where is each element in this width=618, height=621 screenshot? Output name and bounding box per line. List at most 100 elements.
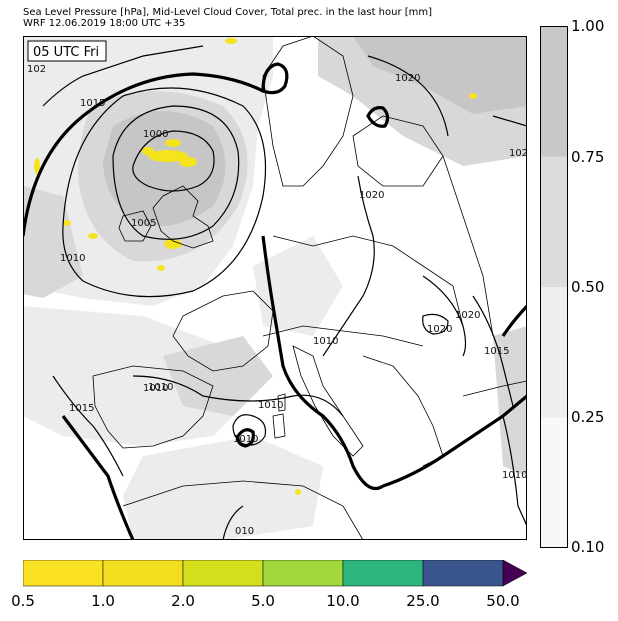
isobar-label: 1010 — [143, 383, 168, 394]
cloud-colorbar-segment — [540, 417, 568, 548]
isobar-1020-north — [367, 55, 449, 137]
cloud-cover-colorbar — [540, 26, 568, 548]
cloud-colorbar-segment — [540, 26, 568, 157]
cloud-colorbar-segment — [540, 287, 568, 418]
cloud-colorbar-segment — [540, 156, 568, 287]
precip-tick-label: 10.0 — [326, 592, 360, 610]
isobar-thick-south — [382, 394, 527, 488]
isobar-label: 1000 — [143, 129, 168, 140]
isobar-label: 1025 — [509, 148, 527, 159]
isobar-label: 010 — [235, 526, 254, 537]
isobar-label: 1015 — [69, 403, 94, 414]
precip-cell — [165, 139, 181, 147]
precip-tick-label: 5.0 — [251, 592, 275, 610]
map-frame — [23, 36, 527, 540]
isobar-1020-central — [322, 175, 375, 357]
isobar-1010-south — [132, 375, 344, 417]
precip-cell — [148, 150, 188, 162]
coast-iberia — [92, 365, 214, 449]
precip-colorbar-segment — [422, 560, 504, 587]
cloud-area-east-med — [493, 326, 527, 476]
cloud-cover-layer — [23, 36, 527, 540]
precip-cell — [295, 489, 301, 495]
coast-ireland — [118, 210, 152, 242]
precip-colorbar-segment — [182, 560, 264, 587]
precip-colorbar-segment — [262, 560, 344, 587]
coast-scandinavia — [262, 36, 354, 187]
isobar-thick-iberia — [61, 415, 135, 540]
precip-colorbar-segment — [102, 560, 184, 587]
isobar-label: 1015 — [80, 98, 105, 109]
isobar-thick — [23, 62, 527, 540]
cloud-area-low-core — [103, 111, 226, 226]
cloud-area-iberia — [163, 336, 273, 416]
isobar-1010 — [62, 87, 266, 298]
isobar-label: 1010 — [502, 470, 527, 481]
cloud-tick-label: 0.75 — [571, 148, 605, 166]
isobar-label: 1015 — [484, 346, 509, 357]
cloud-tick-label: 0.10 — [571, 538, 605, 556]
precip-cell — [179, 157, 197, 167]
isobar-label: 1010 — [148, 382, 173, 393]
island-sardinia — [272, 413, 286, 439]
isobar-label: 1020 — [359, 190, 384, 201]
coast-british-isles — [152, 185, 214, 249]
coast-baltic — [352, 115, 444, 187]
precip-colorbar-segment — [342, 560, 424, 587]
precip-tick-label: 1.0 — [91, 592, 115, 610]
cloud-tick-label: 0.25 — [571, 408, 605, 426]
coast-italy — [292, 345, 364, 457]
border-central-europe — [272, 235, 464, 327]
precip-tick-label: 25.0 — [406, 592, 440, 610]
precip-cell — [88, 233, 98, 239]
precip-tick-label: 50.0 — [486, 592, 520, 610]
isobar-1010-east — [502, 415, 527, 527]
isobar-label: 1020 — [395, 73, 420, 84]
precip-cell — [63, 220, 71, 226]
border-alps — [262, 325, 424, 347]
precip-colorbar-segment — [23, 560, 104, 587]
isobar-1000 — [132, 130, 215, 192]
isobar-label: 1005 — [131, 218, 156, 229]
isobar-label: 1010 — [313, 336, 338, 347]
isobar-1020-east — [422, 275, 467, 357]
map-title: Sea Level Pressure [hPa], Mid-Level Clou… — [23, 7, 433, 18]
precip-cell — [157, 265, 165, 271]
precip-cell — [225, 38, 237, 44]
isobar-thick-east — [501, 304, 527, 337]
precip-tick-label: 0.5 — [11, 592, 35, 610]
cloud-area-med — [123, 436, 323, 540]
time-label: 05 UTC Fri — [33, 45, 99, 60]
cloud-tick-label: 0.50 — [571, 278, 605, 296]
cloud-area-west-band — [23, 186, 83, 298]
isobar-1025 — [492, 115, 527, 127]
border-east — [442, 155, 494, 337]
isobar-thick-coast — [261, 235, 384, 491]
cloud-area-alps-band — [253, 236, 343, 336]
cloud-tick-label: 1.00 — [571, 17, 605, 35]
precip-colorbar-extend-arrow — [502, 560, 528, 587]
isobar-thick-scandi-ring — [366, 106, 390, 128]
precip-tick-label: 2.0 — [171, 592, 195, 610]
isobar-label: 1020 — [455, 310, 480, 321]
model-run-subtitle: WRF 12.06.2019 18:00 UTC +35 — [23, 18, 186, 29]
coast-north-africa — [122, 480, 364, 540]
isobar-label: 1010 — [60, 253, 85, 264]
coast-turkey — [462, 380, 527, 397]
coastlines — [92, 36, 527, 540]
isobar-1010-far-south — [222, 505, 244, 540]
precip-colorbar — [23, 560, 528, 587]
precip-cell — [164, 239, 182, 249]
isobar-1015-ring — [472, 295, 514, 407]
time-label-box — [27, 40, 107, 62]
island-corsica — [277, 393, 286, 412]
isobar-labels: 1000 1005 1010 1015 1020 1025 1010 1010 … — [27, 64, 527, 537]
isobar-1005 — [112, 105, 240, 240]
precip-layer — [34, 38, 477, 495]
isobar-label: 102 — [27, 64, 46, 75]
isobar-thick-africa-ring — [236, 428, 255, 448]
precip-cell — [142, 147, 154, 155]
weather-map: 1000 1005 1010 1015 1020 1025 1010 1010 … — [23, 36, 527, 540]
isobar-1015-west — [42, 45, 204, 107]
isobar-label: 1020 — [427, 324, 452, 335]
